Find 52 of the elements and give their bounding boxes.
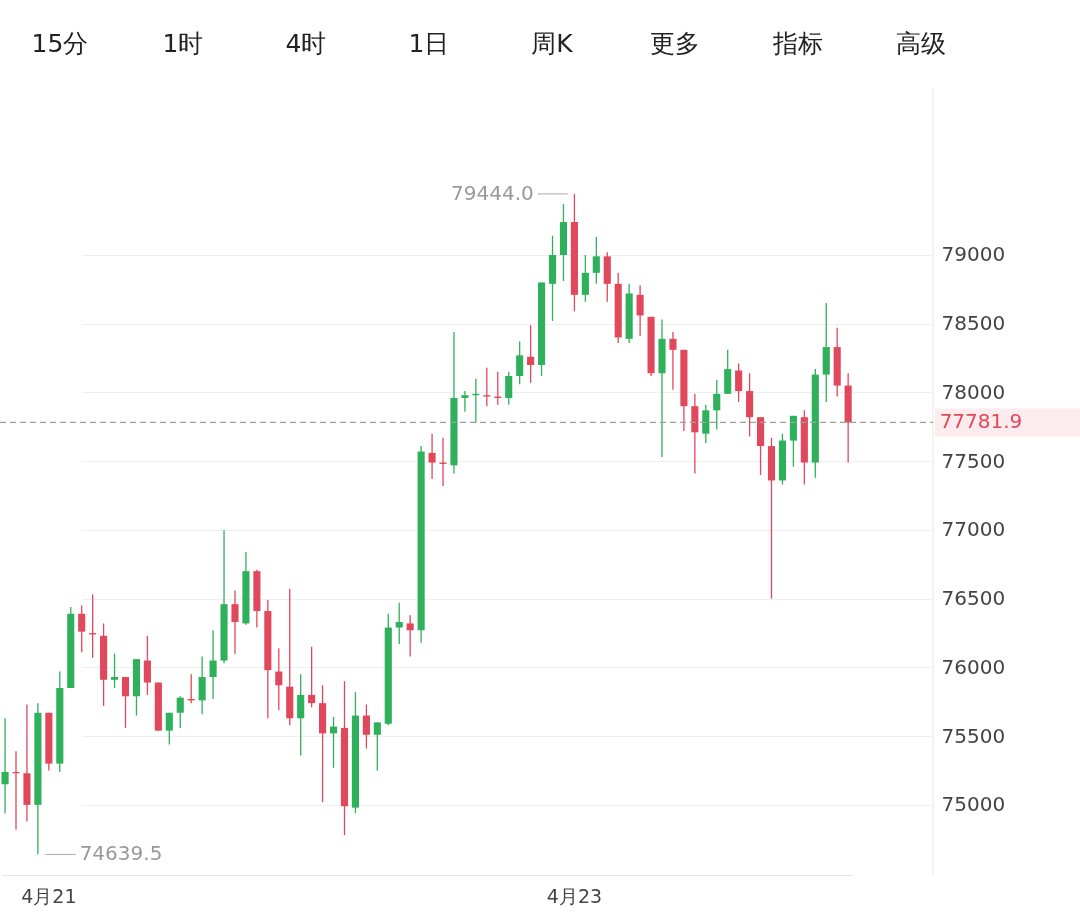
x-tick-label: 4月21 xyxy=(21,884,77,907)
candlestick xyxy=(527,324,535,384)
candlestick xyxy=(308,646,316,708)
candlestick xyxy=(275,647,283,711)
y-tick-label: 75500 xyxy=(941,723,1006,748)
x-tick-label: 4月23 xyxy=(546,884,603,907)
y-tick-label: 76500 xyxy=(941,586,1006,611)
candlestick xyxy=(110,653,119,689)
candlestick xyxy=(669,331,677,391)
text: 1时 xyxy=(162,29,204,58)
y-tick-label: 76000 xyxy=(941,654,1006,679)
candlestick xyxy=(1,717,9,814)
candlestick xyxy=(297,673,305,757)
candlestick xyxy=(505,371,513,406)
y-tick-label: 78000 xyxy=(941,379,1006,404)
candlestick xyxy=(198,655,206,715)
candlestick xyxy=(362,703,370,750)
candlestick xyxy=(395,602,403,645)
y-tick-label: 75000 xyxy=(941,792,1006,817)
y-tick-label: 77500 xyxy=(941,448,1006,473)
text: 15分 xyxy=(31,29,89,58)
candlestick xyxy=(483,367,491,407)
text: 1日 xyxy=(408,29,450,58)
candlestick xyxy=(636,284,644,337)
text: 高级 xyxy=(896,29,946,58)
candlestick xyxy=(516,340,524,385)
candlestick xyxy=(581,254,589,303)
annotation: 79444.0 xyxy=(451,180,534,205)
text: 指标 xyxy=(772,29,823,58)
text: 4时 xyxy=(285,29,327,58)
candlestick xyxy=(373,721,381,772)
y-tick-label: 79000 xyxy=(941,242,1006,267)
candlestick xyxy=(231,589,239,655)
candlestick xyxy=(176,695,184,729)
candlestick xyxy=(78,604,86,653)
candlestick xyxy=(702,404,710,444)
ref-line-label: 77781.9 xyxy=(939,409,1023,434)
candlestick xyxy=(209,629,217,700)
candlestick xyxy=(165,712,173,746)
candlestick xyxy=(592,236,600,285)
text: 更多 xyxy=(650,29,700,58)
candlestick xyxy=(461,390,469,413)
candlestick xyxy=(713,379,721,431)
candlestick xyxy=(143,635,151,696)
y-tick-label: 78500 xyxy=(941,311,1006,336)
y-tick-label: 77000 xyxy=(941,517,1006,542)
candlestick xyxy=(735,362,743,403)
candlestick xyxy=(428,433,436,480)
candlestick xyxy=(406,614,414,658)
annotation: 74639.5 xyxy=(79,841,163,866)
candlestick xyxy=(121,676,130,729)
text: 周K xyxy=(531,29,574,58)
